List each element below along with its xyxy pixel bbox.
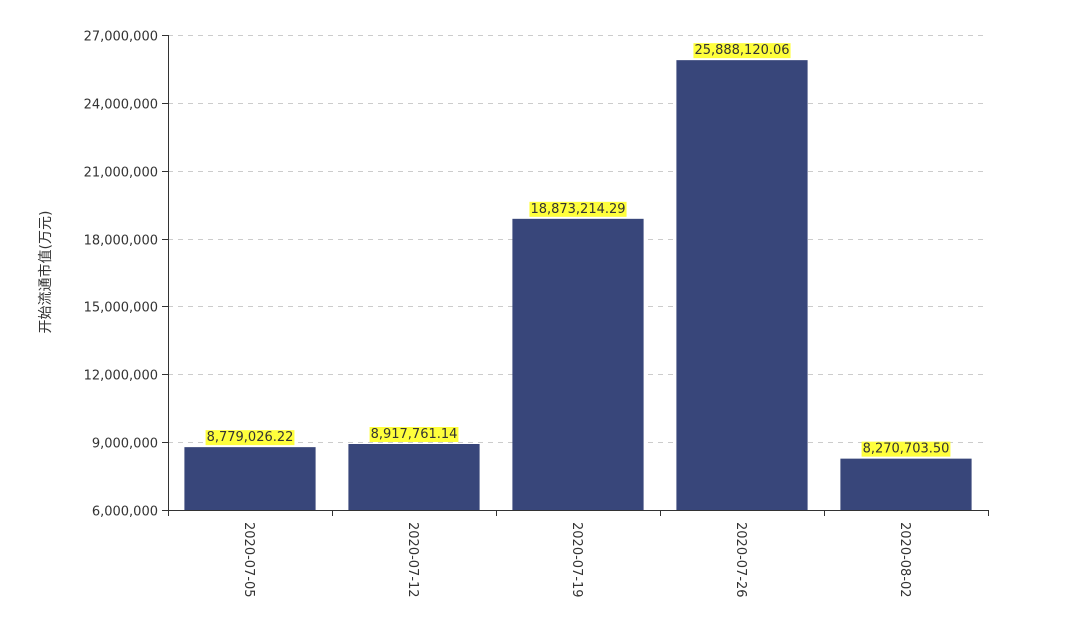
data-labels: 8,779,026.22 8,917,761.14 18,873,214.29 25,…: [205, 43, 951, 457]
y-tick-label: 24,000,000: [84, 98, 158, 113]
x-tick-label: 2020-08-02: [897, 522, 912, 598]
y-tick-label: 9,000,000: [92, 437, 158, 452]
y-axis-title: 开始流通市值(万元): [37, 211, 54, 334]
data-label-highlight: [693, 43, 791, 59]
data-label: 18,873,214.29: [530, 202, 625, 217]
bar: [184, 447, 316, 510]
data-label-highlight: [861, 441, 951, 457]
y-tick-label: 6,000,000: [92, 505, 158, 520]
data-label-group: 8,779,026.22: [205, 430, 295, 446]
axes: 6,000,000 9,000,000 12,000,000 15,000,000 18…: [84, 30, 989, 598]
data-label: 8,917,761.14: [371, 427, 458, 442]
bar: [348, 444, 480, 510]
y-tick-label: 27,000,000: [84, 30, 158, 45]
data-label-highlight: [369, 427, 459, 443]
data-label-group: 8,917,761.14: [369, 427, 459, 443]
data-label-highlight: [205, 430, 295, 446]
data-label-highlight: [529, 201, 627, 217]
x-tick-label: 2020-07-12: [405, 522, 420, 598]
y-tick-label: 21,000,000: [84, 166, 158, 181]
bars: [184, 60, 972, 511]
data-label-group: 8,270,703.50: [861, 441, 951, 457]
data-label: 8,779,026.22: [207, 430, 294, 445]
x-tick-label: 2020-07-05: [241, 522, 256, 598]
data-label-group: 18,873,214.29: [529, 201, 627, 217]
y-tick-label: 18,000,000: [84, 234, 158, 249]
bar: [840, 458, 972, 510]
data-label-group: 25,888,120.06: [693, 43, 791, 59]
y-tick-label: 15,000,000: [84, 301, 158, 316]
y-tick-label: 12,000,000: [84, 369, 158, 384]
x-tick-label: 2020-07-19: [569, 522, 584, 598]
data-label: 8,270,703.50: [863, 442, 950, 457]
x-tick-label: 2020-07-26: [733, 522, 748, 598]
bar: [512, 218, 644, 510]
bar: [676, 60, 808, 511]
data-label: 25,888,120.06: [694, 43, 789, 58]
